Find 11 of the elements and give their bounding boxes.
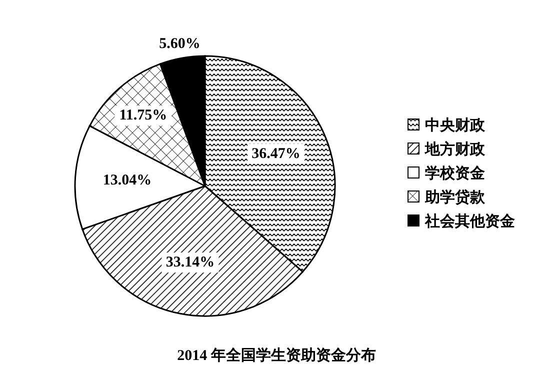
data-label: 33.14%: [166, 254, 215, 271]
legend-label: 助学贷款: [425, 188, 485, 206]
legend-label: 社会其他资金: [425, 212, 515, 230]
text: 2014 年全国学生资助资金分布: [176, 346, 377, 365]
data-label: 13.04%: [102, 172, 152, 188]
data-label: 5.60%: [159, 36, 200, 52]
legend-label: 学校资金: [425, 164, 485, 182]
legend-label: 中央财政: [425, 116, 485, 134]
legend-label: 地方财政: [425, 140, 485, 158]
data-label: 11.75%: [119, 108, 168, 124]
data-label: 36.47%: [252, 146, 300, 162]
